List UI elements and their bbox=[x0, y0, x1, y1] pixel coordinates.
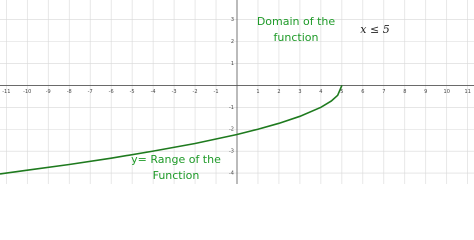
x-tick-label: -4 bbox=[151, 89, 156, 95]
x-tick-label: -6 bbox=[109, 89, 114, 95]
x-tick-label: 3 bbox=[298, 89, 301, 95]
x-tick-label: -10 bbox=[23, 89, 31, 95]
x-tick-label: -3 bbox=[172, 89, 177, 95]
x-tick-label: 2 bbox=[277, 89, 280, 95]
x-tick-label: 9 bbox=[424, 89, 427, 95]
annotation: Domain of the bbox=[257, 15, 336, 28]
annotation: function bbox=[274, 31, 319, 44]
y-tick-label: -1 bbox=[229, 105, 234, 111]
y-tick-label: 1 bbox=[231, 61, 234, 67]
x-tick-label: 6 bbox=[361, 89, 364, 95]
y-tick-label: -3 bbox=[229, 149, 234, 155]
x-tick-label: -2 bbox=[193, 89, 198, 95]
plot bbox=[0, 85, 343, 175]
x-tick-label: -11 bbox=[2, 89, 10, 95]
annotation: Function bbox=[153, 169, 200, 182]
x-tick-label: -5 bbox=[130, 89, 135, 95]
x-tick-label: 8 bbox=[403, 89, 406, 95]
chart: -11 -10 -9 -8 -7 -6 -5 -4 -3 -2 -1 1 2 3 4 5 6 7 8 9 10 11-4-… bbox=[0, 0, 474, 184]
x-tick-label: 10 bbox=[444, 89, 450, 95]
x-tick-label: -1 bbox=[214, 89, 219, 95]
curve bbox=[0, 85, 343, 175]
y-tick-label: -2 bbox=[229, 127, 234, 133]
y-tick-label: -4 bbox=[229, 171, 234, 177]
x-tick-label: -7 bbox=[88, 89, 93, 95]
y-tick-label: 2 bbox=[231, 39, 234, 45]
y-tick-label: 3 bbox=[231, 17, 234, 23]
annotation: x ≤ 5 bbox=[360, 23, 389, 36]
x-tick-label: 5 bbox=[340, 89, 343, 95]
x-tick-label: 11 bbox=[465, 89, 471, 95]
x-tick-label: 7 bbox=[382, 89, 385, 95]
x-tick-label: 1 bbox=[256, 89, 259, 95]
x-tick-label: 4 bbox=[319, 89, 322, 95]
x-tick-label: -9 bbox=[46, 89, 51, 95]
annotation: y= Range of the bbox=[131, 153, 221, 166]
grid: -11 -10 -9 -8 -7 -6 -5 -4 -3 -2 -1 1 2 3 4 5 6 7 8 9 10 11-4-… bbox=[0, 0, 474, 184]
x-tick-label: -8 bbox=[67, 89, 72, 95]
